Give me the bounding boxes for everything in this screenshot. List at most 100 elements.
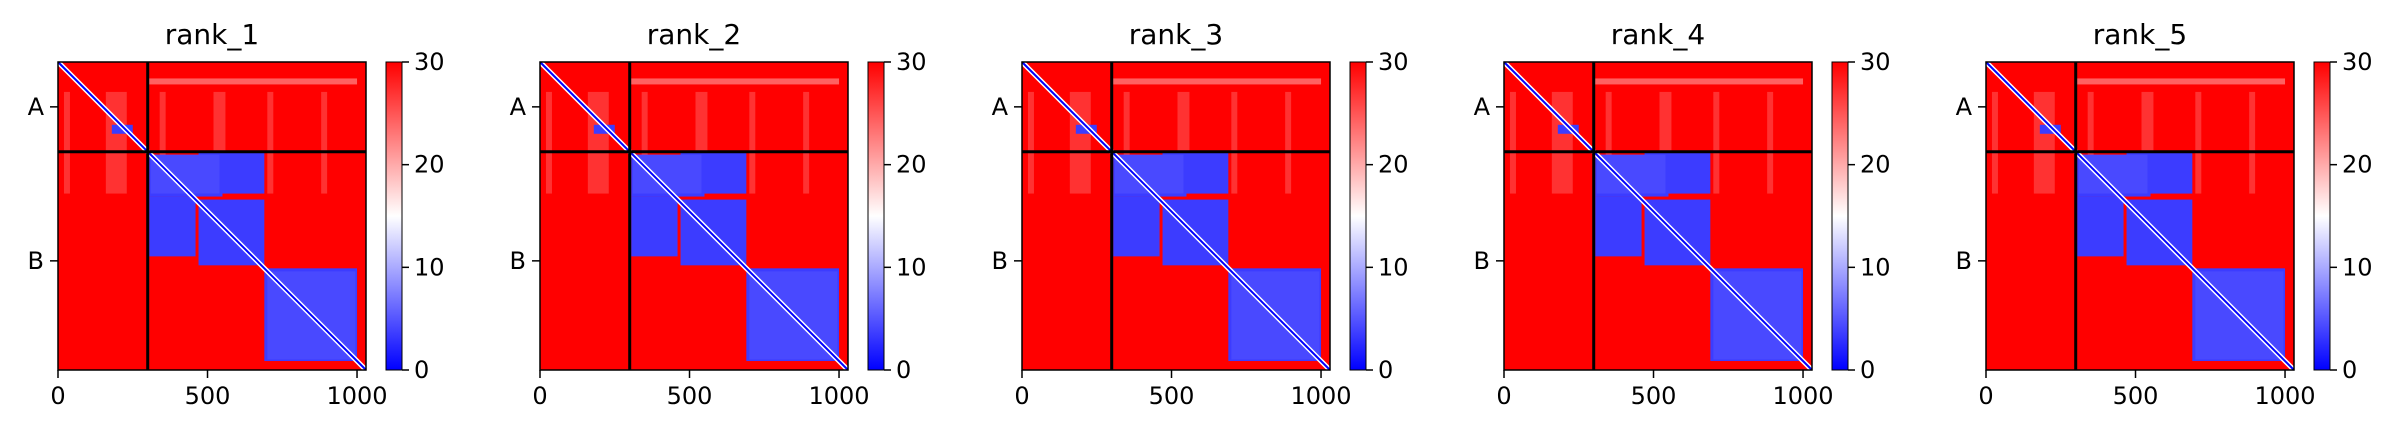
heatmap-stripe (159, 91, 166, 194)
heatmap-stripe (213, 91, 226, 194)
x-tick-label: 1000 (2254, 382, 2315, 410)
colorbar-tick-label: 20 (2342, 151, 2373, 179)
colorbar (867, 61, 885, 371)
heatmap-stripe (2033, 91, 2055, 194)
heatmap-stripe (749, 91, 756, 194)
heatmap-stripe (147, 78, 358, 85)
y-tick-label: A (1474, 93, 1491, 121)
colorbar (2313, 61, 2331, 371)
heatmap-stripe (1027, 91, 1034, 194)
pae-panel-4: rank_4 0 500 1000 A B 0 10 20 30 (1474, 18, 1891, 410)
colorbar-tick-label: 30 (1378, 48, 1409, 76)
pae-panel-5: rank_5 0 500 1000 A B 0 10 20 30 (1956, 18, 2373, 410)
heatmap-stripe (1991, 91, 1998, 194)
heatmap-stripe (1111, 78, 1322, 85)
heatmap-diagonal (1985, 61, 2295, 371)
heatmap-stripe (105, 91, 127, 194)
colorbar (385, 61, 403, 371)
heatmap-domain-block (2077, 196, 2124, 257)
colorbar-tick-label: 0 (1860, 356, 1875, 384)
heatmap-stripe (1605, 91, 1612, 194)
plot-frame (57, 61, 367, 371)
heatmap-stripe (1767, 91, 1774, 194)
y-tick-label: B (510, 247, 526, 275)
x-tick-label: 1000 (326, 382, 387, 410)
heatmap-stripe (2249, 91, 2256, 194)
colorbar-tick-label: 20 (1860, 151, 1891, 179)
heatmap-stripe (2141, 91, 2154, 194)
colorbar (1349, 61, 1367, 371)
heatmap-stripe (267, 91, 274, 194)
heatmap-stripe (63, 91, 70, 194)
y-tick-label: A (28, 93, 45, 121)
colorbar-tick-label: 0 (896, 356, 911, 384)
heatmap-domain-block (631, 196, 678, 257)
heatmap-stripe (803, 91, 810, 194)
heatmap-stripe (587, 91, 609, 194)
x-tick-label: 0 (50, 382, 65, 410)
x-tick-label: 500 (2113, 382, 2159, 410)
x-tick-label: 0 (1014, 382, 1029, 410)
heatmap-stripe (2195, 91, 2202, 194)
heatmap-stripe (545, 91, 552, 194)
x-tick-label: 1000 (808, 382, 869, 410)
y-tick-label: A (510, 93, 527, 121)
colorbar-tick-label: 10 (1860, 253, 1891, 281)
heatmap-diagonal (57, 61, 367, 371)
colorbar-tick-label: 20 (1378, 151, 1409, 179)
colorbar-tick-label: 10 (1378, 253, 1409, 281)
colorbar-tick-label: 30 (2342, 48, 2373, 76)
chart-title: rank_1 (165, 18, 259, 51)
pae-panel-2: rank_2 0 500 1000 A B 0 10 20 30 (510, 18, 927, 410)
colorbar-tick-label: 0 (2342, 356, 2357, 384)
colorbar-tick-label: 30 (414, 48, 445, 76)
x-tick-label: 500 (185, 382, 231, 410)
colorbar-tick-label: 30 (1860, 48, 1891, 76)
x-tick-label: 0 (532, 382, 547, 410)
x-tick-label: 1000 (1290, 382, 1351, 410)
heatmap-domain-block (1595, 196, 1642, 257)
y-tick-label: B (992, 247, 1008, 275)
heatmap-stripe (1123, 91, 1130, 194)
heatmap-stripe (1509, 91, 1516, 194)
colorbar-tick-label: 0 (1378, 356, 1393, 384)
heatmap-stripe (1285, 91, 1292, 194)
heatmap-stripe (695, 91, 708, 194)
colorbar-tick-label: 30 (896, 48, 927, 76)
colorbar (1831, 61, 1849, 371)
x-tick-label: 500 (1149, 382, 1195, 410)
y-tick-label: B (1474, 247, 1490, 275)
heatmap-stripe (1231, 91, 1238, 194)
heatmap-domain-block (149, 196, 196, 257)
x-tick-label: 0 (1496, 382, 1511, 410)
plot-frame (1021, 61, 1331, 371)
heatmap-stripe (1177, 91, 1190, 194)
plot-frame (1985, 61, 2295, 371)
y-tick-label: A (992, 93, 1009, 121)
y-tick-label: A (1956, 93, 1973, 121)
y-tick-label: B (28, 247, 44, 275)
pae-panel-1: rank_1 0 500 1000 A B 0 10 20 30 (28, 18, 445, 410)
chart-title: rank_4 (1611, 18, 1705, 51)
x-tick-label: 1000 (1772, 382, 1833, 410)
colorbar-tick-label: 10 (414, 253, 445, 281)
chart-title: rank_3 (1129, 18, 1223, 51)
heatmap-diagonal (1021, 61, 1331, 371)
y-tick-label: B (1956, 247, 1972, 275)
x-tick-label: 500 (667, 382, 713, 410)
heatmap-stripe (321, 91, 328, 194)
heatmap-stripe (1551, 91, 1573, 194)
heatmap-diagonal (1503, 61, 1813, 371)
heatmap-stripe (1593, 78, 1804, 85)
colorbar-tick-label: 10 (2342, 253, 2373, 281)
heatmap-domain-block (1113, 196, 1160, 257)
colorbar-tick-label: 20 (414, 151, 445, 179)
heatmap-diagonal (539, 61, 849, 371)
colorbar-tick-label: 10 (896, 253, 927, 281)
heatmap-stripe (641, 91, 648, 194)
pae-panel-3: rank_3 0 500 1000 A B 0 10 20 30 (992, 18, 1409, 410)
heatmap-stripe (1659, 91, 1672, 194)
x-tick-label: 500 (1631, 382, 1677, 410)
heatmap-stripe (629, 78, 840, 85)
